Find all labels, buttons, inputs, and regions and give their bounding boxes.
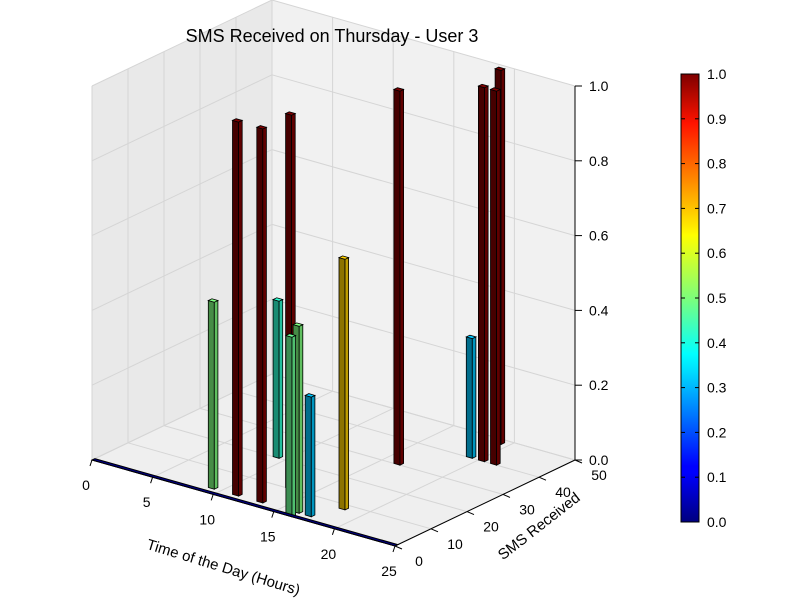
bar	[489, 87, 502, 466]
bar	[255, 125, 268, 504]
z-tick-label: 0.4	[589, 302, 609, 318]
colorbar-tick-label: 0.8	[707, 156, 727, 172]
y-tick-label: 10	[447, 536, 463, 552]
grid-line	[91, 0, 273, 87]
bar	[337, 255, 350, 511]
grid-line	[271, 0, 576, 87]
grid-line	[91, 74, 273, 162]
colorbar-tick-label: 0.0	[707, 514, 727, 530]
x-tick-label: 25	[381, 563, 397, 579]
x-tick-mark	[392, 545, 396, 553]
colorbar-tick-label: 0.1	[707, 469, 727, 485]
x-tick-mark	[210, 494, 214, 501]
z-tick-label: 0.2	[589, 377, 609, 393]
y-tick-mark	[394, 545, 403, 550]
x-tick-label: 15	[260, 529, 276, 545]
grid-line	[271, 373, 576, 461]
grid-line	[212, 407, 394, 495]
grid-line	[271, 149, 576, 237]
grid-line	[199, 407, 504, 495]
x-tick-mark	[271, 511, 275, 518]
colorbar-tick-label: 1.0	[707, 66, 727, 82]
bar	[392, 87, 405, 466]
x-tick-mark	[331, 528, 335, 535]
y-tick-label: 50	[591, 467, 607, 483]
grid-line	[271, 223, 576, 311]
colorbar-tick-label: 0.3	[707, 380, 727, 396]
x-axis-label: Time of the Day (Hours)	[145, 536, 303, 599]
bar	[207, 298, 220, 490]
bar	[304, 393, 317, 518]
bar	[284, 333, 297, 518]
y-tick-label: 20	[483, 519, 499, 535]
y-tick-mark	[430, 528, 439, 533]
y-tick-mark	[466, 511, 475, 516]
tick-labels: 0 5 10 15 20 25 0 10 20 30 40 500.0 0.2 0.4 0.6 0.8 1.0	[82, 78, 609, 579]
grid-line	[271, 298, 576, 386]
colorbar-ticks: 0.0 0.1 0.2 0.3 0.4 0.5 0.6 0.7 0.8 0.9 1.0	[681, 66, 727, 530]
bars-group	[90, 66, 506, 547]
colorbar-tick-label: 0.9	[707, 111, 727, 127]
x-tick-label: 5	[143, 494, 151, 510]
colorbar-tick-label: 0.4	[707, 335, 727, 351]
colorbar-tick-label: 0.2	[707, 424, 727, 440]
y-axis-line	[394, 459, 576, 547]
x-tick-mark	[89, 459, 93, 467]
y-tick-label: 30	[519, 501, 535, 517]
x-tick-mark	[150, 477, 154, 484]
base-bar-strip	[90, 458, 400, 547]
z-tick-label: 0.0	[589, 452, 609, 468]
bar	[271, 297, 284, 459]
z-tick-label: 0.8	[589, 153, 609, 169]
y-tick-mark	[538, 476, 547, 481]
chart-title: SMS Received on Thursday - User 3	[186, 26, 479, 46]
bar	[477, 83, 490, 463]
grid-line	[271, 74, 576, 162]
colorbar: 0.0 0.1 0.2 0.3 0.4 0.5 0.6 0.7 0.8 0.9 1.0	[680, 66, 727, 530]
bar	[231, 118, 244, 497]
grid-line	[127, 442, 432, 530]
x-tick-label: 20	[321, 546, 337, 562]
x-tick-label: 10	[199, 511, 215, 527]
z-tick-label: 0.6	[589, 228, 609, 244]
colorbar-tick-label: 0.7	[707, 200, 727, 216]
bar	[465, 334, 478, 459]
colorbar-tick-label: 0.5	[707, 290, 727, 306]
z-tick-label: 1.0	[589, 78, 609, 94]
y-tick-label: 0	[415, 553, 423, 569]
colorbar-tick-label: 0.6	[707, 245, 727, 261]
grid-line	[273, 425, 455, 513]
x-tick-label: 0	[82, 477, 90, 493]
y-tick-mark	[502, 493, 511, 498]
y-axis-label: SMS Received	[495, 489, 584, 563]
y-tick-label: 40	[555, 484, 571, 500]
left-pane	[92, 0, 272, 460]
